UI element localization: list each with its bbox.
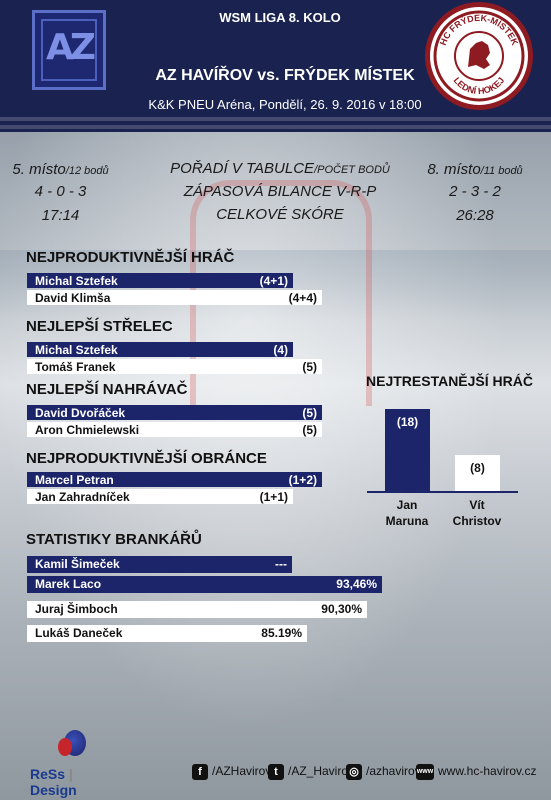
stat-row-home: Marcel Petran (1+2) [27,472,322,487]
header-banner: AZ WSM LIGA 8. KOLO AZ HAVÍŘOV vs. FRÝDE… [0,0,551,132]
home-table-position: 5. místo/12 bodů [12,161,109,178]
penalty-chart-title: NEJTRESTANĚJŠÍ HRÁČ [366,373,533,389]
stat-row-away: David Klimša (4+4) [27,290,322,305]
goalie-row-home: Marek Laco 93,46% [27,576,382,593]
stat-row-home: David Dvořáček (5) [27,405,322,420]
az-havirov-logo: AZ [32,10,106,90]
facebook-icon[interactable]: f [192,764,208,780]
goalie-row-away: Lukáš Daneček 85.19% [27,625,307,642]
section-title-passer: NEJLEPŠÍ NAHRÁVAČ [26,381,188,398]
web-icon[interactable]: www [416,764,434,780]
away-table-position: 8. místo/11 bodů [427,161,523,178]
section-title-shooter: NEJLEPŠÍ STŘELEC [26,318,173,335]
penalty-player-away: Vít Christov [452,498,502,528]
goalie-row-away: Juraj Šimboch 90,30% [27,601,367,618]
stat-row-away: Jan Zahradníček (1+1) [27,489,293,504]
stat-row-away: Tomáš Franek (5) [27,359,322,374]
stat-row-away: Aron Chmielewski (5) [27,422,322,437]
ressl-design-logo: ReSs | Design [30,730,120,798]
section-title-productive: NEJPRODUKTIVNĚJŠÍ HRÁČ [26,249,235,266]
stat-row-home: Michal Sztefek (4+1) [27,273,293,288]
away-record: 2 - 3 - 2 [449,183,501,200]
away-score: 26:28 [456,207,494,224]
website-link[interactable]: www.hc-havirov.cz [438,764,537,778]
label-table-position: POŘADÍ V TABULCE/POČET BODŮ [170,160,390,177]
twitter-link[interactable]: /AZ_Havirov [288,764,355,778]
header-stripe [0,125,551,129]
section-title-goalies: STATISTIKY BRANKÁŘŮ [26,531,202,548]
header-stripe [0,117,551,121]
home-score: 17:14 [41,207,80,224]
az-logo-text: AZ [46,27,96,68]
goalie-row-home: Kamil Šimeček --- [27,556,292,573]
hc-frydek-mistek-logo: HC FRÝDEK-MÍSTEK LEDNÍ HOKEJ [425,2,533,110]
facebook-link[interactable]: /AZHavirov [212,764,272,778]
home-record: 4 - 0 - 3 [34,183,87,200]
section-title-defender: NEJPRODUKTIVNĚJŠÍ OBRÁNCE [26,450,267,467]
league-round: WSM LIGA 8. KOLO [219,10,341,25]
instagram-link[interactable]: /azhavirov [366,764,421,778]
twitter-icon[interactable]: t [268,764,284,780]
label-score: CELKOVÉ SKÓRE [216,206,344,223]
penalty-bar-away: (8) [455,455,500,491]
label-record: ZÁPASOVÁ BILANCE V-R-P [183,183,377,200]
venue-date: K&K PNEU Aréna, Pondělí, 26. 9. 2016 v 1… [148,97,422,112]
instagram-icon[interactable]: ◎ [346,764,362,780]
penalty-player-home: Jan Maruna [385,498,429,528]
match-title: AZ HAVÍŘOV vs. FRÝDEK MÍSTEK [155,67,415,84]
penalty-chart-axis [367,491,518,493]
penalty-bar-home: (18) [385,409,430,491]
stat-row-home: Michal Sztefek (4) [27,342,293,357]
